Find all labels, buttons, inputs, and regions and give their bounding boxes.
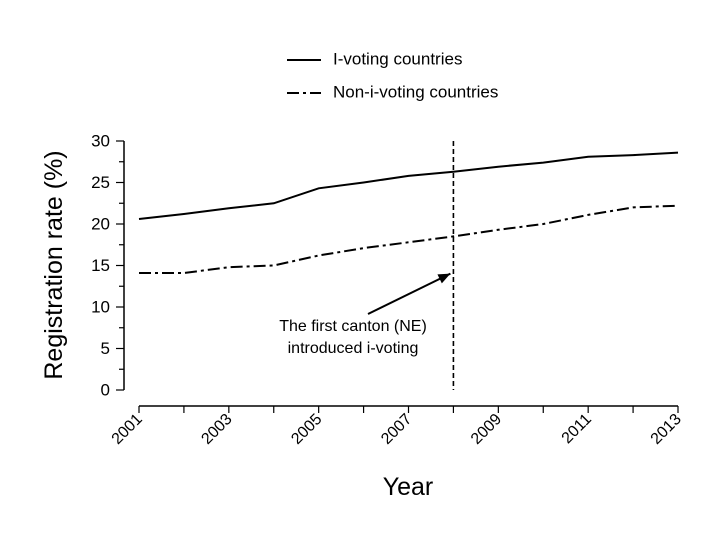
series-line-2 — [139, 204, 679, 274]
annotation-text-line: introduced i-voting — [288, 340, 419, 357]
x-axis-title: Year — [383, 473, 434, 501]
x-tick-label: 2009 — [468, 411, 505, 448]
y-tick-label: 20 — [91, 214, 110, 233]
annotation-arrow-head — [437, 273, 451, 284]
legend-label-2: Non-i-voting countries — [333, 82, 498, 101]
series-layer — [138, 151, 679, 274]
x-tick-label: 2001 — [109, 411, 146, 448]
y-tick-label: 15 — [91, 256, 110, 275]
series-line-1 — [138, 151, 679, 220]
legend: I-voting countries Non-i-voting countries — [287, 49, 498, 101]
x-tick-label: 2007 — [378, 411, 415, 448]
y-tick-label: 0 — [101, 380, 110, 399]
annotation-layer: The first canton (NE) introduced i-voting — [279, 141, 455, 390]
y-tick-label: 10 — [91, 297, 110, 316]
y-tick-label: 30 — [91, 131, 110, 150]
x-tick-label: 2005 — [288, 411, 325, 448]
x-tick-label: 2013 — [648, 411, 685, 448]
annotation-text-line: The first canton (NE) — [279, 318, 427, 335]
y-tick-label: 5 — [101, 339, 110, 358]
x-tick-label: 2003 — [198, 411, 235, 448]
x-tick-label: 2011 — [559, 411, 595, 447]
annotation-arrow-shaft — [367, 272, 451, 315]
y-tick-label: 25 — [91, 173, 110, 192]
legend-label-1: I-voting countries — [333, 49, 462, 68]
y-axis-title: Registration rate (%) — [40, 150, 68, 379]
